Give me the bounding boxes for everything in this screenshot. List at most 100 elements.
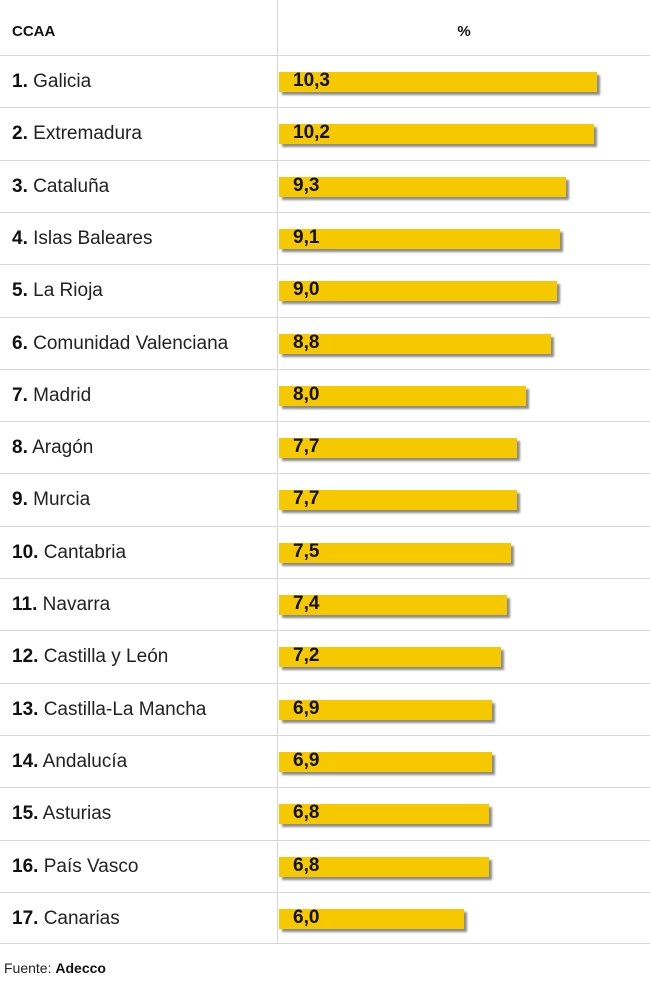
table-row: 16. País Vasco 6,8 <box>0 839 650 893</box>
region-name: Comunidad Valenciana <box>33 332 229 354</box>
bar-value-label: 7,4 <box>293 593 320 614</box>
percent-column-header: % <box>457 23 471 40</box>
table-row: 7. Madrid 8,0 <box>0 368 650 422</box>
region-label: 2. Extremadura <box>12 108 142 160</box>
rank-number: 3. <box>12 175 28 197</box>
table-row: 5. La Rioja 9,0 <box>0 264 650 316</box>
rank-number: 15. <box>12 803 39 825</box>
region-label: 17. Canarias <box>12 893 120 945</box>
rank-number: 13. <box>12 698 39 720</box>
region-column-header: CCAA <box>12 23 56 40</box>
rank-number: 10. <box>12 541 39 563</box>
region-name: Castilla y León <box>43 646 169 668</box>
region-label: 4. Islas Baleares <box>12 213 152 265</box>
region-label: 6. Comunidad Valenciana <box>12 318 228 370</box>
bar <box>279 542 511 563</box>
rank-number: 14. <box>12 750 39 772</box>
bar <box>279 908 464 929</box>
bar-value-label: 10,3 <box>293 70 330 91</box>
bar-value-label: 7,7 <box>293 436 320 458</box>
bar-value-label: 7,2 <box>293 645 320 667</box>
rank-number: 8. <box>12 437 28 459</box>
bar-value-label: 7,7 <box>293 488 320 510</box>
bar <box>279 228 560 249</box>
bar-value-label: 10,2 <box>293 122 330 144</box>
bar <box>279 751 492 772</box>
region-name: Cataluña <box>33 175 110 197</box>
region-label: 5. La Rioja <box>12 265 103 317</box>
table-row: 4. Islas Baleares 9,1 <box>0 211 650 265</box>
rank-number: 16. <box>12 855 39 877</box>
column-divider <box>277 0 278 944</box>
bar-value-label: 9,1 <box>293 226 320 248</box>
region-name: Asturias <box>42 803 112 825</box>
region-label: 14. Andalucía <box>12 736 127 788</box>
rank-number: 17. <box>12 907 39 929</box>
rank-number: 12. <box>12 646 39 668</box>
rank-number: 2. <box>12 123 28 145</box>
bar <box>279 804 489 825</box>
bar-value-label: 6,8 <box>293 854 320 876</box>
bar-value-label: 8,0 <box>293 383 320 405</box>
regional-bar-table: CCAA % 1. Galicia 10,3 2. Extremadura 10,2 3… <box>0 0 650 945</box>
region-name: Murcia <box>33 489 91 511</box>
region-name: Cantabria <box>43 541 127 563</box>
region-label: 15. Asturias <box>12 788 111 840</box>
rank-number: 6. <box>12 332 28 354</box>
region-label: 9. Murcia <box>12 474 90 526</box>
region-label: 11. Navarra <box>12 579 110 631</box>
region-label: 13. Castilla-La Mancha <box>12 684 206 736</box>
table-row: 8. Aragón 7,7 <box>0 421 650 473</box>
region-label: 16. País Vasco <box>12 841 138 893</box>
bar <box>279 72 597 92</box>
bar <box>279 176 566 197</box>
table-row: 2. Extremadura 10,2 <box>0 107 650 159</box>
source-name: Adecco <box>55 960 106 976</box>
bar <box>279 490 517 511</box>
bar-value-label: 7,5 <box>293 540 320 562</box>
bar <box>279 647 501 668</box>
table-row: 11. Navarra 7,4 <box>0 578 650 630</box>
region-name: Galicia <box>33 71 92 92</box>
region-label: 12. Castilla y León <box>12 631 168 683</box>
bar <box>279 281 557 302</box>
region-label: 8. Aragón <box>12 422 93 474</box>
bar <box>279 124 594 145</box>
table-row: 9. Murcia 7,7 <box>0 473 650 525</box>
bar-value-label: 9,0 <box>293 279 320 301</box>
region-name: Aragón <box>32 437 94 459</box>
bar-value-label: 6,0 <box>293 906 320 928</box>
region-name: Castilla-La Mancha <box>43 698 207 720</box>
region-label: 10. Cantabria <box>12 527 126 579</box>
region-name: Navarra <box>42 594 111 615</box>
region-name: Madrid <box>33 384 92 406</box>
region-name: País Vasco <box>43 855 139 877</box>
bar-value-label: 8,8 <box>293 331 320 353</box>
bar <box>279 385 526 406</box>
source-label: Fuente: <box>4 960 52 976</box>
region-label: 7. Madrid <box>12 370 91 422</box>
table-row: 3. Cataluña 9,3 <box>0 159 650 213</box>
bar-value-label: 6,8 <box>293 802 320 824</box>
rank-number: 11. <box>12 594 38 615</box>
region-name: Extremadura <box>33 123 142 145</box>
table-row: 17. Canarias 6,0 <box>0 891 650 945</box>
bar <box>279 856 489 877</box>
region-name: Islas Baleares <box>33 227 153 249</box>
rank-number: 9. <box>12 489 28 511</box>
bar <box>279 438 517 459</box>
region-name: Andalucía <box>42 750 128 772</box>
table-row: 6. Comunidad Valenciana 8,8 <box>0 316 650 370</box>
bar <box>279 333 551 354</box>
rank-number: 4. <box>12 227 28 249</box>
rank-number: 7. <box>12 384 28 406</box>
bar <box>279 595 507 615</box>
region-label: 3. Cataluña <box>12 161 109 213</box>
table-row: 12. Castilla y León 7,2 <box>0 630 650 682</box>
table-row: 13. Castilla-La Mancha 6,9 <box>0 682 650 736</box>
bar <box>279 699 492 720</box>
rank-number: 5. <box>12 280 28 302</box>
rank-number: 1. <box>12 71 28 92</box>
header-row: CCAA % <box>0 0 650 55</box>
source-note: Fuente: Adecco <box>4 960 106 976</box>
